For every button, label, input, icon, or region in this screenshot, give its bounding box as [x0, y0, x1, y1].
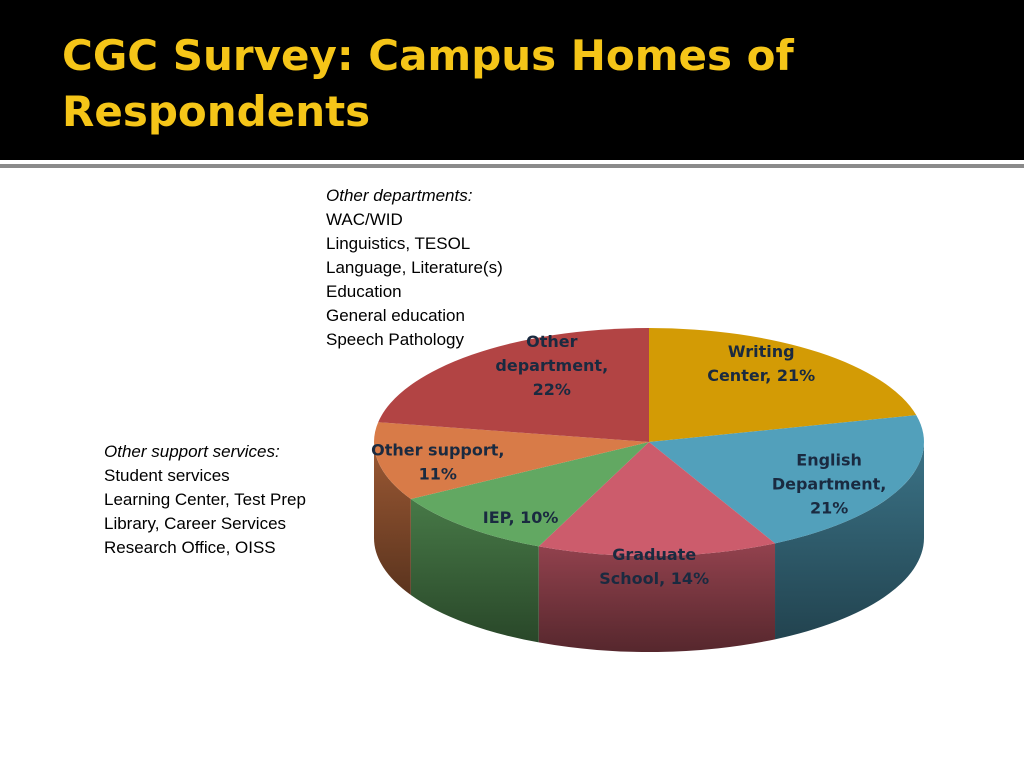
pie-side-graduate-school	[538, 543, 776, 652]
pie-sides	[374, 442, 924, 652]
pie-label-other-support: Other support, 11%	[371, 441, 504, 484]
title-rule	[0, 160, 1024, 164]
other-departments-heading: Other departments:	[326, 186, 473, 205]
department-item: Linguistics, TESOL	[326, 234, 471, 253]
pie-label-iep: IEP, 10%	[483, 508, 559, 527]
pie-label-writing-center: Writing Center, 21%	[707, 342, 815, 385]
pie-label-english-department: English Department, 21%	[772, 451, 887, 518]
pie-slice-other-department	[378, 328, 649, 442]
support-item: Student services	[104, 466, 230, 485]
pie-labels: Writing Center, 21% English Department, 21% G…	[371, 332, 886, 588]
slide-title: CGC Survey: Campus Homes of Respondents	[62, 31, 794, 136]
pie-slices	[374, 328, 924, 556]
support-item: Library, Career Services	[104, 514, 287, 533]
department-item: Speech Pathology	[326, 330, 464, 349]
support-item: Learning Center, Test Prep	[104, 490, 306, 509]
department-item: Education	[326, 282, 402, 301]
other-support-note: Other support services: Student services…	[104, 440, 306, 560]
department-item: General education	[326, 306, 465, 325]
pie-slice-graduate-school	[538, 442, 776, 556]
pie-label-graduate-school: Graduate School, 14%	[599, 545, 709, 588]
pie-label-other-department: Other department, 22%	[495, 332, 608, 399]
other-support-heading: Other support services:	[104, 442, 280, 461]
title-rule-shadow	[0, 164, 1024, 168]
pie-slice-english-department	[649, 415, 924, 544]
pie-slice-writing-center	[649, 328, 917, 442]
support-item: Research Office, OISS	[104, 538, 276, 557]
pie-side-other-support	[374, 442, 411, 595]
pie-slice-other-support	[374, 422, 649, 499]
pie-slice-iep	[410, 442, 649, 547]
pie-side-english-department	[775, 442, 924, 640]
pie-side-iep	[410, 499, 539, 643]
department-item: Language, Literature(s)	[326, 258, 503, 277]
department-item: WAC/WID	[326, 210, 403, 229]
other-departments-note: Other departments: WAC/WID Linguistics, …	[326, 184, 503, 352]
title-bar: CGC Survey: Campus Homes of Respondents	[0, 0, 1024, 160]
